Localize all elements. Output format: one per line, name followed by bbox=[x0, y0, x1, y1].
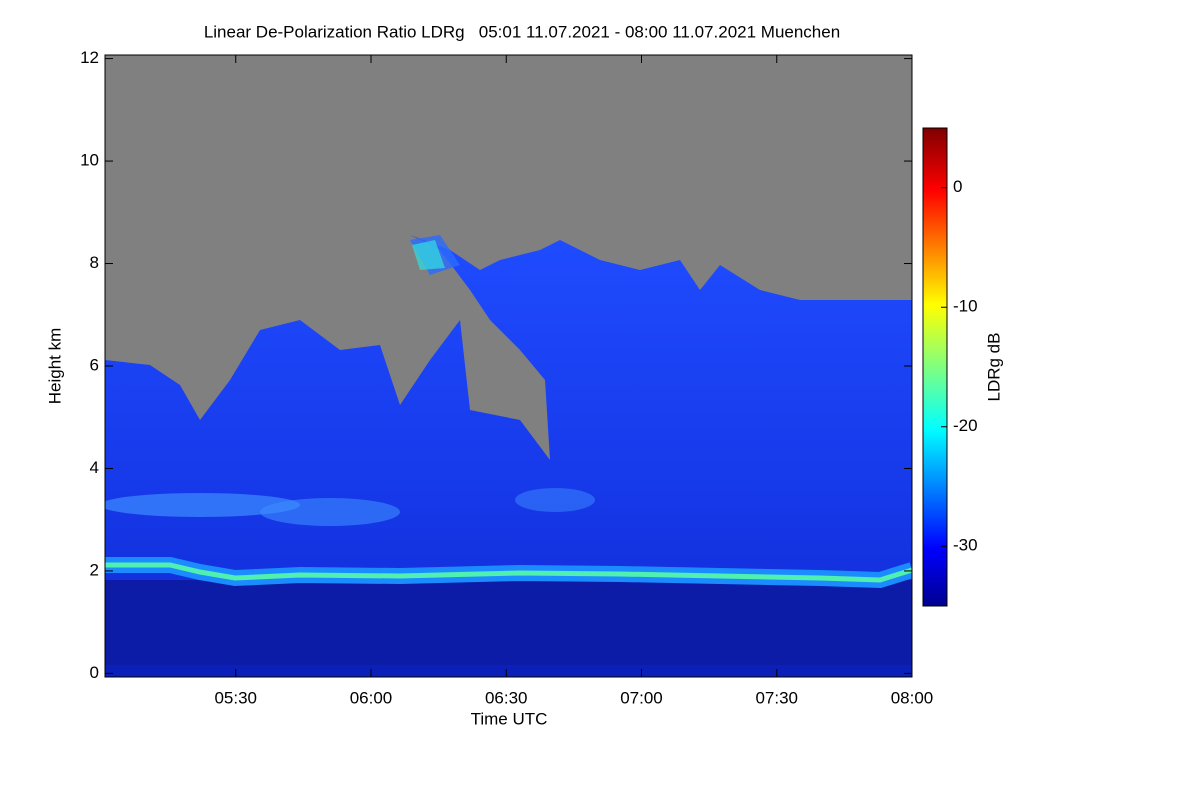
colorbar-tick-label: 0 bbox=[953, 177, 962, 196]
y-tick-label: 12 bbox=[80, 48, 99, 67]
y-tick-label: 0 bbox=[90, 663, 99, 682]
x-tick-label: 06:00 bbox=[350, 688, 393, 707]
colorbar-tick-label: -30 bbox=[953, 536, 978, 555]
colorbar-label: LDRg dB bbox=[984, 333, 1003, 402]
y-tick-label: 4 bbox=[90, 458, 99, 477]
colorbar bbox=[922, 127, 948, 607]
colorbar-tick-label: -20 bbox=[953, 416, 978, 435]
x-tick-label: 07:30 bbox=[755, 688, 798, 707]
x-tick-label: 07:00 bbox=[620, 688, 663, 707]
y-tick-label: 6 bbox=[90, 355, 99, 374]
y-tick-label: 10 bbox=[80, 151, 99, 170]
y-tick-label: 2 bbox=[90, 560, 99, 579]
colorbar-tick-label: -10 bbox=[953, 297, 978, 316]
y-tick-label: 8 bbox=[90, 253, 99, 272]
x-axis-label: Time UTC bbox=[471, 709, 548, 728]
x-tick-label: 08:00 bbox=[891, 688, 934, 707]
chart-title: Linear De-Polarization Ratio LDRg 05:01 … bbox=[204, 22, 840, 41]
ldr-field bbox=[105, 55, 912, 677]
y-axis-label: Height km bbox=[45, 328, 64, 405]
x-tick-label: 05:30 bbox=[214, 688, 257, 707]
x-tick-label: 06:30 bbox=[485, 688, 528, 707]
